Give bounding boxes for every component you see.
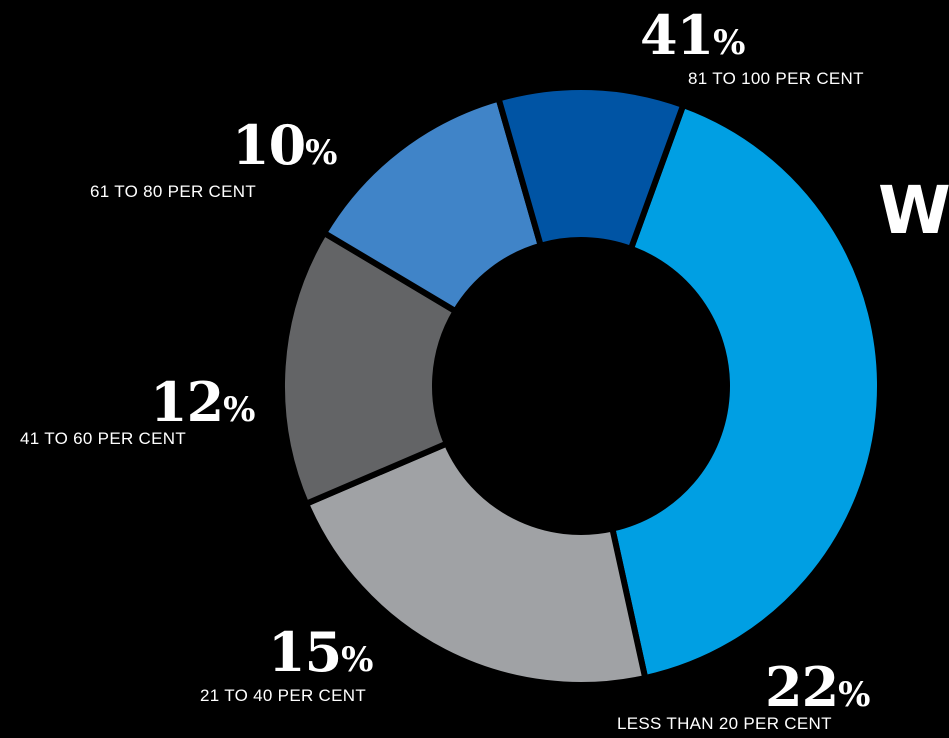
slice-percent-label: 41% [640, 8, 745, 63]
percent-value: 12 [150, 370, 224, 434]
percent-value: 22 [765, 655, 839, 719]
slice-category-label: LESS THAN 20 PER CENT [617, 714, 832, 733]
percent-value: 10 [232, 113, 306, 177]
slice-category-label: 41 TO 60 PER CENT [20, 429, 187, 448]
percent-value: 15 [268, 620, 342, 684]
partial-heading: W [878, 172, 949, 249]
slice-percent-label: 12% [150, 375, 255, 430]
percent-sign: % [341, 640, 373, 680]
slice-percent-label: 10% [232, 118, 337, 173]
percent-sign: % [223, 390, 255, 430]
slice-percent-label: 15% [268, 625, 373, 680]
slice-percent-label: 22% [765, 660, 870, 715]
slice-category-label: 81 TO 100 PER CENT [688, 69, 864, 88]
donut-hole [435, 240, 727, 532]
slice-category-label: 61 TO 80 PER CENT [90, 182, 257, 201]
percent-value: 41 [640, 3, 714, 67]
percent-sign: % [305, 133, 337, 173]
percent-sign: % [713, 23, 745, 63]
slice-category-label: 21 TO 40 PER CENT [200, 686, 367, 705]
percent-sign: % [838, 675, 870, 715]
